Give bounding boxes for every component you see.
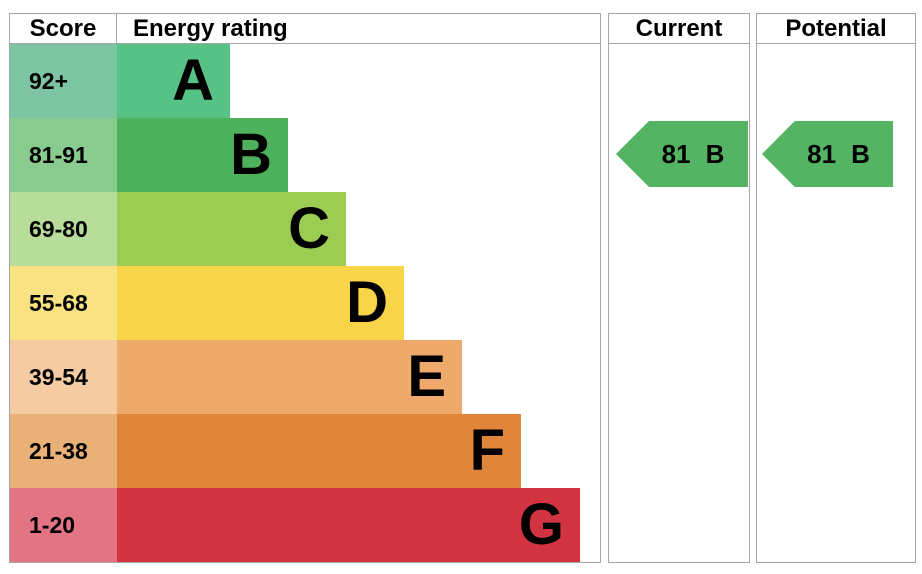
band-letter-g: G — [518, 492, 564, 557]
current-rating-band: B — [705, 138, 725, 169]
potential-column-header: Potential — [757, 14, 915, 44]
band-bar-g: G — [117, 488, 580, 562]
band-row-d: 55-68 D — [10, 266, 600, 340]
band-letter-e: E — [407, 344, 446, 409]
band-bar-d: D — [117, 266, 404, 340]
table-header-row: Score Energy rating — [10, 14, 600, 44]
band-bar-b: B — [117, 118, 288, 192]
band-letter-a: A — [172, 48, 214, 113]
band-row-b: 81-91 B — [10, 118, 600, 192]
energy-rating-column-header: Energy rating — [133, 14, 288, 42]
band-bar-f: F — [117, 414, 521, 488]
band-letter-d: D — [346, 270, 388, 335]
potential-rating-arrow: 81 B — [762, 121, 893, 187]
band-score-e: 39-54 — [10, 340, 117, 414]
band-bar-a: A — [117, 44, 230, 118]
band-row-e: 39-54 E — [10, 340, 600, 414]
band-score-c: 69-80 — [10, 192, 117, 266]
current-column-header: Current — [609, 14, 749, 44]
current-rating-column: Current 81 B — [608, 13, 750, 563]
current-rating-score: 81 — [661, 138, 691, 169]
band-score-f: 21-38 — [10, 414, 117, 488]
energy-rating-table: Score Energy rating 92+ A 81-91 B 69-80 … — [9, 13, 601, 563]
band-score-a: 92+ — [10, 44, 117, 118]
band-row-a: 92+ A — [10, 44, 600, 118]
band-letter-b: B — [230, 122, 272, 187]
potential-rating-score: 81 — [807, 138, 837, 169]
potential-rating-column: Potential 81 B — [756, 13, 916, 563]
band-letter-c: C — [288, 196, 330, 261]
band-score-d: 55-68 — [10, 266, 117, 340]
band-bar-c: C — [117, 192, 346, 266]
band-score-b: 81-91 — [10, 118, 117, 192]
current-rating-arrow: 81 B — [616, 121, 748, 187]
band-row-g: 1-20 G — [10, 488, 600, 562]
band-row-c: 69-80 C — [10, 192, 600, 266]
band-score-g: 1-20 — [10, 488, 117, 562]
band-row-f: 21-38 F — [10, 414, 600, 488]
potential-rating-band: B — [851, 138, 870, 169]
band-bar-e: E — [117, 340, 462, 414]
band-letter-f: F — [469, 418, 505, 483]
score-column-header: Score — [10, 14, 117, 43]
